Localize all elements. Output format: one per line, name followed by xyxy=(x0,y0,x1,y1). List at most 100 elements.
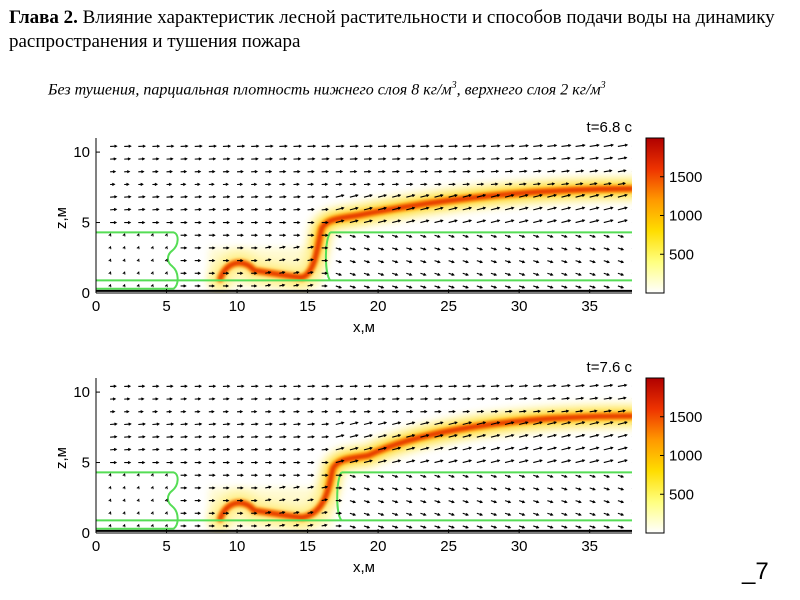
velocity-arrow xyxy=(575,156,585,160)
velocity-arrow xyxy=(377,500,385,504)
velocity-arrow xyxy=(349,474,357,478)
velocity-arrow xyxy=(519,409,527,413)
velocity-arrow xyxy=(377,434,388,438)
velocity-arrow xyxy=(194,144,203,148)
velocity-arrow xyxy=(406,144,416,148)
velocity-arrow xyxy=(617,169,627,173)
velocity-arrow xyxy=(237,422,245,426)
velocity-arrow xyxy=(363,260,371,264)
velocity-arrow xyxy=(490,384,500,388)
velocity-arrow xyxy=(519,169,528,173)
velocity-arrow xyxy=(363,459,373,464)
velocity-arrow xyxy=(279,397,287,401)
velocity-arrow xyxy=(166,447,174,452)
velocity-arrow xyxy=(279,182,286,186)
velocity-arrow xyxy=(603,234,610,238)
velocity-arrow xyxy=(378,410,385,414)
velocity-arrow xyxy=(251,259,258,263)
velocity-arrow xyxy=(462,144,473,148)
velocity-arrow xyxy=(547,219,558,224)
velocity-arrow xyxy=(110,460,118,465)
velocity-arrow xyxy=(476,446,487,451)
velocity-arrow xyxy=(208,170,216,174)
velocity-arrow xyxy=(138,207,146,212)
velocity-arrow xyxy=(349,157,359,161)
velocity-arrow xyxy=(265,435,273,439)
velocity-arrow xyxy=(251,207,259,212)
velocity-arrow xyxy=(434,194,444,198)
velocity-arrow xyxy=(490,487,498,491)
velocity-arrow xyxy=(349,182,357,186)
velocity-arrow xyxy=(547,169,556,173)
plot-axes: 0 5 10 15 20 25 30 35 0 5 10 xyxy=(73,378,632,555)
velocity-arrow xyxy=(631,500,632,502)
velocity-arrow xyxy=(293,511,300,515)
velocity-arrow xyxy=(617,260,625,264)
velocity-arrow xyxy=(617,512,625,516)
velocity-arrow xyxy=(150,258,154,262)
velocity-arrow xyxy=(293,271,300,275)
velocity-arrow xyxy=(603,260,610,264)
velocity-arrow xyxy=(420,285,427,289)
velocity-arrow xyxy=(108,258,112,262)
velocity-arrow xyxy=(307,384,316,388)
velocity-arrow xyxy=(237,259,244,263)
velocity-arrow xyxy=(251,157,259,161)
velocity-arrow xyxy=(122,258,126,262)
velocity-arrow xyxy=(180,384,188,388)
velocity-arrow xyxy=(136,233,140,237)
velocity-arrow xyxy=(533,396,542,401)
velocity-arrow xyxy=(180,460,188,465)
velocity-arrow xyxy=(122,523,126,528)
velocity-arrow xyxy=(349,384,359,388)
velocity-arrow xyxy=(617,446,628,451)
velocity-arrow xyxy=(124,397,131,401)
velocity-arrow xyxy=(561,512,568,516)
x-tick-label: 35 xyxy=(581,298,598,315)
velocity-arrow xyxy=(122,473,126,477)
velocity-arrow xyxy=(363,157,373,161)
velocity-arrow xyxy=(293,384,302,388)
velocity-arrow xyxy=(124,207,132,212)
velocity-arrow xyxy=(138,182,144,186)
velocity-arrow xyxy=(420,157,429,161)
velocity-arrow xyxy=(122,283,126,288)
velocity-arrow xyxy=(110,170,117,174)
velocity-arrow xyxy=(561,384,571,388)
velocity-arrow xyxy=(617,487,625,491)
velocity-arrow xyxy=(321,410,329,414)
velocity-arrow xyxy=(490,247,498,251)
velocity-arrow xyxy=(363,285,371,289)
velocity-arrow xyxy=(448,234,455,238)
velocity-arrow xyxy=(194,195,203,199)
velocity-arrow xyxy=(335,486,343,490)
velocity-arrow xyxy=(392,434,402,438)
velocity-arrow xyxy=(505,397,514,401)
velocity-arrow xyxy=(519,421,529,426)
velocity-arrow xyxy=(194,220,202,225)
velocity-arrow xyxy=(504,512,512,516)
velocity-arrow xyxy=(589,487,596,491)
velocity-arrow xyxy=(293,435,301,439)
velocity-arrow xyxy=(124,195,132,199)
velocity-arrow xyxy=(462,433,473,438)
velocity-arrow xyxy=(124,384,132,388)
velocity-arrow xyxy=(392,272,399,276)
velocity-arrow xyxy=(222,220,230,225)
velocity-arrow xyxy=(603,169,613,173)
velocity-arrow xyxy=(208,259,216,263)
velocity-arrow xyxy=(194,486,202,490)
velocity-arrow xyxy=(603,446,614,451)
velocity-arrow xyxy=(335,182,343,186)
velocity-arrow xyxy=(631,247,632,249)
velocity-arrow xyxy=(589,459,600,464)
velocity-arrow xyxy=(518,247,526,251)
velocity-arrow xyxy=(518,474,526,478)
velocity-arrow xyxy=(164,271,168,275)
velocity-arrow xyxy=(265,182,272,186)
velocity-arrow xyxy=(222,195,231,199)
velocity-arrow xyxy=(335,219,345,224)
velocity-arrow xyxy=(279,271,286,275)
velocity-arrow xyxy=(152,195,160,199)
velocity-arrow xyxy=(335,157,344,161)
